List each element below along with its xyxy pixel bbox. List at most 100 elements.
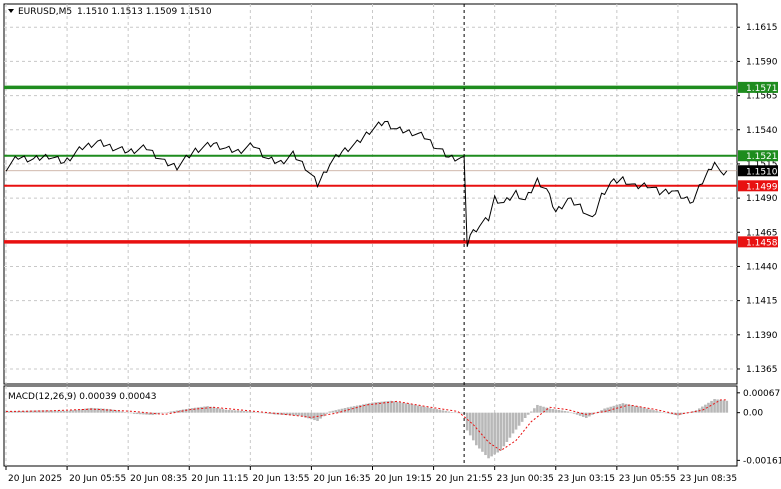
macd-bar xyxy=(13,411,17,413)
time-tick-label: 23 Jun 00:35 xyxy=(497,474,554,484)
macd-bar xyxy=(145,412,148,415)
macd-bar xyxy=(26,410,29,413)
macd-signal-path xyxy=(5,399,727,452)
macd-bar xyxy=(542,406,545,413)
macd-bar xyxy=(508,412,512,438)
macd-bar xyxy=(224,409,228,413)
macd-bar xyxy=(328,411,332,413)
macd-bar xyxy=(722,400,726,413)
macd-bar xyxy=(87,408,90,413)
macd-bar xyxy=(362,404,365,413)
macd-bar xyxy=(478,412,481,449)
macd-bar xyxy=(725,400,729,413)
macd-bar xyxy=(487,412,490,459)
macd-bar xyxy=(719,399,722,413)
macd-bar xyxy=(621,403,625,413)
macd-bar xyxy=(197,407,200,413)
macd-bar xyxy=(551,409,554,413)
price-badge xyxy=(738,81,778,93)
macd-bar xyxy=(288,412,292,416)
macd-bar xyxy=(447,411,451,413)
macd-bar xyxy=(517,412,521,426)
macd-bar xyxy=(291,412,295,416)
macd-bar xyxy=(371,402,374,413)
macd-bar xyxy=(707,402,710,413)
macd-tick-label: 0.00067 xyxy=(743,389,780,399)
macd-bar xyxy=(233,410,237,413)
macd-bar xyxy=(432,408,435,413)
macd-label: MACD(12,26,9) 0.00039 0.00043 xyxy=(8,392,157,402)
macd-bar xyxy=(679,412,683,415)
macd-bar xyxy=(258,412,261,414)
macd-bar xyxy=(178,410,182,413)
price-badge xyxy=(738,180,778,192)
macd-bar xyxy=(713,399,716,413)
macd-bar xyxy=(264,412,267,414)
macd-bar xyxy=(23,410,26,413)
macd-bar xyxy=(249,411,252,413)
time-tick-label: 23 Jun 05:55 xyxy=(619,474,676,484)
macd-bar xyxy=(429,407,432,413)
macd-bar xyxy=(50,410,54,413)
macd-bar xyxy=(716,399,719,413)
price-axis-ticks: 1.1615 1.1590 1.1565 1.1540 1.1515 1.1490 1.14… xyxy=(737,23,778,375)
macd-bar xyxy=(691,411,695,413)
macd-bar xyxy=(627,404,631,413)
macd-bar xyxy=(47,410,51,413)
macd-bar xyxy=(148,412,151,415)
macd-bar xyxy=(594,412,597,414)
macd-bar xyxy=(203,406,206,413)
macd-bar xyxy=(441,410,445,413)
macd-bar xyxy=(646,408,649,413)
symbol-dropdown-icon[interactable] xyxy=(8,9,14,13)
macd-bar xyxy=(71,410,75,413)
macd-signal-line xyxy=(5,399,727,452)
macd-bar xyxy=(481,412,484,452)
macd-bar xyxy=(468,412,472,436)
macd-bar xyxy=(44,410,48,413)
macd-bar xyxy=(426,407,429,413)
macd-bar xyxy=(285,412,289,416)
macd-bar xyxy=(496,412,500,453)
macd-bar xyxy=(215,407,219,413)
macd-bar xyxy=(444,410,448,413)
macd-bar xyxy=(545,407,548,413)
macd-bar xyxy=(636,406,640,413)
macd-bar xyxy=(673,412,677,415)
time-tick-label: 20 Jun 2025 xyxy=(8,474,62,484)
macd-bar xyxy=(230,410,234,413)
macd-bar xyxy=(117,410,121,413)
macd-bar xyxy=(56,410,60,413)
time-tick-label: 23 Jun 08:35 xyxy=(680,474,737,484)
macd-bar xyxy=(282,412,286,415)
macd-bar xyxy=(383,401,387,413)
time-tick-label: 20 Jun 11:15 xyxy=(191,474,248,484)
macd-bar xyxy=(297,412,301,416)
macd-bar xyxy=(120,411,124,413)
macd-bar xyxy=(325,412,328,414)
macd-bar xyxy=(661,412,664,413)
macd-bar xyxy=(591,412,594,415)
macd-bar xyxy=(465,412,469,431)
macd-bar xyxy=(166,412,170,413)
macd-bar xyxy=(505,412,509,442)
macd-bar xyxy=(10,411,14,413)
macd-bar xyxy=(340,408,344,413)
price-badge-label: 1.1510 xyxy=(746,167,778,177)
macd-bar xyxy=(236,410,240,413)
macd-bar xyxy=(163,412,167,414)
level-lines xyxy=(4,85,737,244)
macd-bar xyxy=(267,412,270,414)
macd-bar xyxy=(401,402,405,413)
macd-bar xyxy=(386,401,390,413)
macd-bar xyxy=(212,407,215,413)
macd-bar xyxy=(395,401,399,413)
macd-bar xyxy=(533,408,536,413)
macd-bar xyxy=(270,412,274,415)
macd-bar xyxy=(16,411,20,413)
macd-bar xyxy=(160,412,164,414)
price-badge xyxy=(738,165,778,177)
macd-bar xyxy=(459,412,463,414)
macd-bar xyxy=(32,410,35,413)
